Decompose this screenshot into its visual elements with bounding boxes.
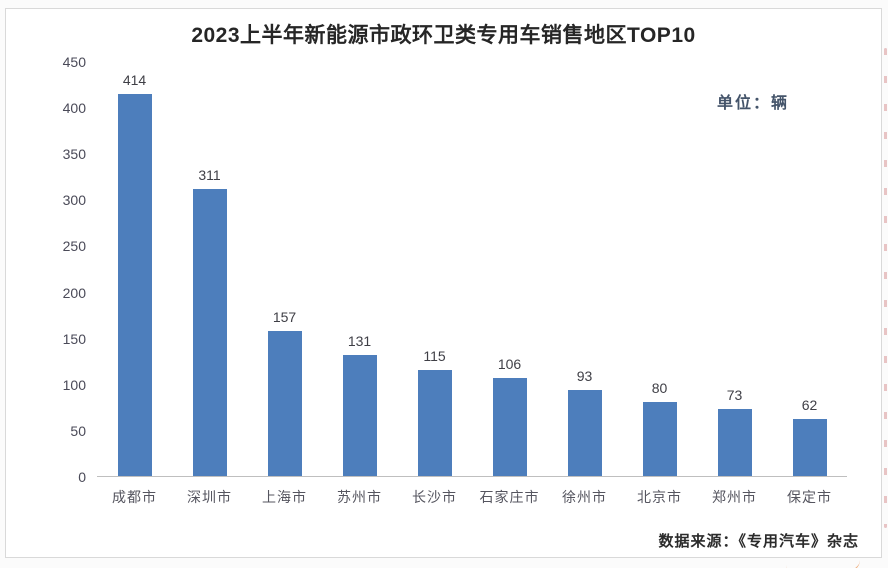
- y-tick-label: 350: [62, 146, 86, 163]
- bar: [267, 331, 302, 476]
- bar-value-label: 93: [576, 368, 593, 384]
- bar-value-label: 62: [801, 397, 818, 413]
- bar: [717, 409, 752, 476]
- y-tick-label: 250: [62, 238, 86, 255]
- bar-value-label: 73: [726, 387, 743, 403]
- bar: [117, 94, 152, 476]
- y-tick-label: 150: [62, 330, 86, 347]
- bar-slot: 115: [397, 62, 472, 476]
- bar-value-label: 106: [497, 356, 522, 372]
- bar: [492, 378, 527, 476]
- bar: [417, 370, 452, 476]
- y-tick-label: 50: [70, 422, 86, 439]
- bar: [342, 355, 377, 476]
- y-tick-label: 0: [78, 469, 86, 485]
- bar-slot: 62: [772, 62, 847, 476]
- y-tick-label: 450: [62, 54, 86, 70]
- x-tick-label: 长沙市: [412, 489, 457, 505]
- x-tick-label: 成都市: [112, 489, 157, 505]
- x-tick-label: 上海市: [262, 489, 307, 505]
- data-source-note: 数据来源：《专用汽车》杂志: [658, 533, 859, 550]
- bar-slot: 131: [322, 62, 397, 476]
- x-axis-labels: 成都市 深圳市 上海市 苏州市 长沙市 石家庄市 徐州市 北京市 郑州市 保定市: [97, 487, 847, 507]
- bar: [792, 419, 827, 476]
- bar-value-label: 414: [122, 72, 147, 88]
- x-tick-label: 苏州市: [337, 489, 382, 505]
- bar-value-label: 157: [272, 309, 297, 325]
- bar: [567, 390, 602, 476]
- x-tick-label: 石家庄市: [479, 489, 540, 505]
- chart-container: 2023上半年新能源市政环卫类专用车销售地区TOP10 单位：辆 0 50 100 1…: [5, 8, 882, 558]
- bar-value-label: 131: [347, 333, 372, 349]
- bar-slot: 157: [247, 62, 322, 476]
- bar-slot: 80: [622, 62, 697, 476]
- x-tick-label: 保定市: [787, 489, 832, 505]
- x-tick-label: 北京市: [637, 489, 682, 505]
- bar-slot: 93: [547, 62, 622, 476]
- bar-slot: 73: [697, 62, 772, 476]
- bar-value-label: 80: [651, 380, 668, 396]
- bar: [192, 189, 227, 476]
- y-tick-label: 300: [62, 192, 86, 209]
- bar-slot: 414: [97, 62, 172, 476]
- bar-value-label: 115: [423, 348, 446, 364]
- x-tick-label: 郑州市: [712, 489, 757, 505]
- bar-value-label: 311: [198, 167, 221, 183]
- x-tick-label: 深圳市: [187, 489, 232, 505]
- y-tick-label: 400: [62, 100, 86, 117]
- unit-label: 单位：辆: [716, 95, 789, 112]
- chart-title: 2023上半年新能源市政环卫类专用车销售地区TOP10: [191, 24, 696, 47]
- bar: [642, 402, 677, 476]
- plot-area: 414 311 157 131 115 106 93 80 73 62: [97, 62, 847, 477]
- bar-slot: 106: [472, 62, 547, 476]
- bar-slot: 311: [172, 62, 247, 476]
- y-tick-label: 200: [62, 284, 86, 301]
- x-tick-label: 徐州市: [562, 489, 607, 505]
- bar-series: 414 311 157 131 115 106 93 80 73 62: [97, 62, 847, 476]
- red-edge-annotation-dashes: [884, 48, 887, 528]
- y-tick-label: 100: [62, 376, 86, 393]
